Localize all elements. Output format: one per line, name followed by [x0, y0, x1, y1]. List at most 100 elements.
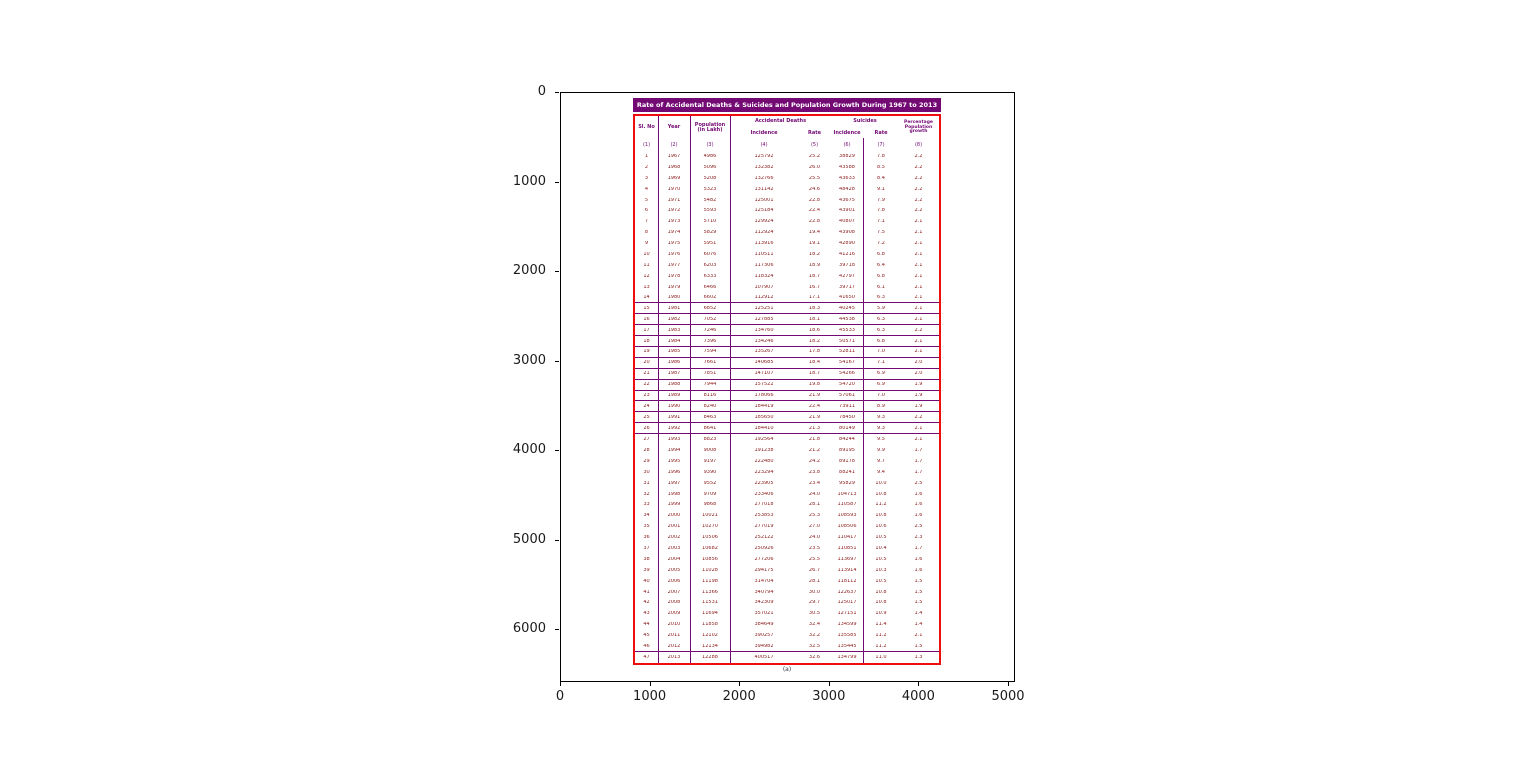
table-cell: 6.9 — [877, 382, 885, 388]
table-cell: 7396 — [703, 338, 717, 344]
table-cell: 147107 — [754, 371, 774, 377]
header-acc-incidence: Incidence — [750, 129, 778, 136]
table-cell: 10.5 — [875, 535, 887, 541]
table-cell: 1.7 — [914, 458, 923, 464]
table-row: 26 1992 8641 184410 21.3 80149 9.3 2.1 — [635, 423, 939, 435]
table-cell: 25.5 — [808, 175, 821, 181]
table-cell: 7246 — [703, 327, 717, 333]
header-acc-rate: Rate — [807, 129, 821, 136]
table-cell: 80149 — [839, 425, 855, 431]
table-cell: 178066 — [754, 393, 774, 399]
table-cell: 1987 — [667, 371, 681, 377]
table-cell: 21.9 — [808, 393, 821, 399]
table-row: 1 1967 4986 125792 25.2 38829 7.8 2.2 — [635, 151, 939, 162]
table-cell: 23.8 — [808, 469, 821, 475]
table-cell: 2.1 — [914, 284, 923, 290]
table-cell: 125792 — [754, 153, 774, 159]
table-cell: 6.3 — [877, 327, 885, 333]
table-cell: 1.6 — [914, 567, 923, 573]
table-title-bar: Rate of Accidental Deaths & Suicides and… — [633, 98, 941, 112]
table-cell: 1.7 — [914, 546, 923, 551]
table-cell: 38829 — [839, 153, 855, 159]
table-cell: 10.6 — [875, 524, 887, 530]
table-cell: 34 — [643, 513, 650, 519]
table-cell: 10.4 — [875, 546, 887, 551]
table-cell: 294175 — [754, 567, 774, 573]
table-cell: 8 — [644, 230, 649, 236]
table-cell: 1976 — [667, 251, 681, 257]
table-cell: 7.0 — [877, 349, 885, 355]
table-body: 1 1967 4986 125792 25.2 38829 7.8 2.2 2 1968 5096 1… — [635, 151, 939, 663]
table-cell: 26.0 — [808, 164, 821, 170]
table-cell: 2013 — [667, 654, 681, 660]
table-cell: 129924 — [754, 219, 774, 225]
table-cell: 5482 — [703, 197, 717, 203]
table-cell: 89195 — [839, 447, 855, 453]
table-cell: 6076 — [703, 251, 717, 257]
table-cell: 11366 — [702, 589, 718, 595]
table-cell: 1993 — [667, 437, 681, 443]
table-cell: 10270 — [702, 524, 718, 530]
table-cell: 41 — [643, 589, 650, 595]
table-cell: 23.4 — [808, 480, 821, 486]
table-cell: 104713 — [837, 491, 857, 497]
table-cell: 7.8 — [877, 153, 885, 159]
table-cell: 2011 — [667, 633, 681, 639]
table-row: 23 1989 8116 178066 21.9 57061 7.0 1.9 — [635, 391, 939, 402]
table-cell: 11.4 — [875, 622, 887, 628]
table-cell: 17 — [643, 327, 650, 333]
table-row: 30 1996 9390 223294 23.8 88241 9.4 1.7 — [635, 467, 939, 478]
table-cell: 8463 — [703, 414, 717, 420]
table-cell: 29.7 — [808, 600, 821, 606]
table-cell: 9.3 — [877, 425, 885, 431]
table-cell: 8240 — [703, 403, 717, 409]
table-cell: 21.9 — [808, 414, 821, 420]
table-cell: 23 — [643, 393, 650, 399]
table-row: 32 1998 9709 233406 24.0 104713 10.8 1.6 — [635, 489, 939, 500]
table-cell: 11.2 — [875, 502, 887, 508]
table-row: 16 1982 7052 127885 18.1 44538 6.3 2.1 — [635, 314, 939, 326]
table-cell: 127151 — [837, 611, 857, 617]
table-cell: 2.1 — [914, 349, 923, 355]
table-cell: 42 — [643, 600, 650, 606]
header-sui-incidence: Incidence — [833, 129, 861, 136]
table-cell: 2.2 — [914, 208, 923, 214]
header-population-growth: Percentage Population growth — [904, 119, 933, 135]
table-cell: 6466 — [703, 284, 717, 290]
table-cell: 42797 — [839, 273, 855, 279]
table-cell: 1.5 — [914, 589, 923, 595]
table-row: 17 1983 7246 134760 18.6 45533 6.3 2.2 — [635, 325, 939, 337]
table-cell: 125251 — [754, 305, 774, 311]
y-tick-mark — [555, 271, 559, 272]
table-cell: 24 — [643, 403, 650, 409]
table-cell: 43 — [643, 611, 650, 617]
table-cell: 21 — [643, 371, 650, 377]
table-cell: 9.7 — [877, 458, 885, 464]
table-cell: 2004 — [667, 556, 681, 562]
table-cell: 223905 — [754, 480, 774, 486]
table-cell: 24.2 — [808, 458, 821, 464]
table-cell: 28.1 — [808, 578, 821, 584]
column-number: (4) — [760, 141, 768, 148]
table-cell: 1975 — [667, 241, 681, 247]
table-cell: 117306 — [754, 262, 774, 268]
column-separator — [690, 116, 691, 663]
table-cell: 18.2 — [808, 251, 821, 257]
table-cell: 43588 — [839, 164, 855, 170]
table-cell: 25 — [643, 414, 650, 420]
table-cell: 1.9 — [914, 403, 923, 409]
table-cell: 1990 — [667, 403, 681, 409]
table-cell: 12134 — [702, 643, 718, 649]
table-cell: 134599 — [837, 622, 857, 628]
table-cell: 22.4 — [808, 208, 821, 214]
table-cell: 125017 — [837, 600, 857, 606]
table-cell: 5593 — [703, 208, 717, 214]
table-cell: 22.4 — [808, 403, 821, 409]
table-cell: 1969 — [667, 175, 681, 181]
table-row: 38 2004 10856 277206 25.5 113697 10.5 1.6 — [635, 554, 939, 565]
table-cell: 1.3 — [914, 654, 923, 660]
table-cell: 10021 — [702, 513, 718, 519]
table-cell: 2.2 — [914, 327, 923, 333]
table-cell: 16 — [643, 316, 650, 322]
table-cell: 140685 — [754, 360, 774, 366]
